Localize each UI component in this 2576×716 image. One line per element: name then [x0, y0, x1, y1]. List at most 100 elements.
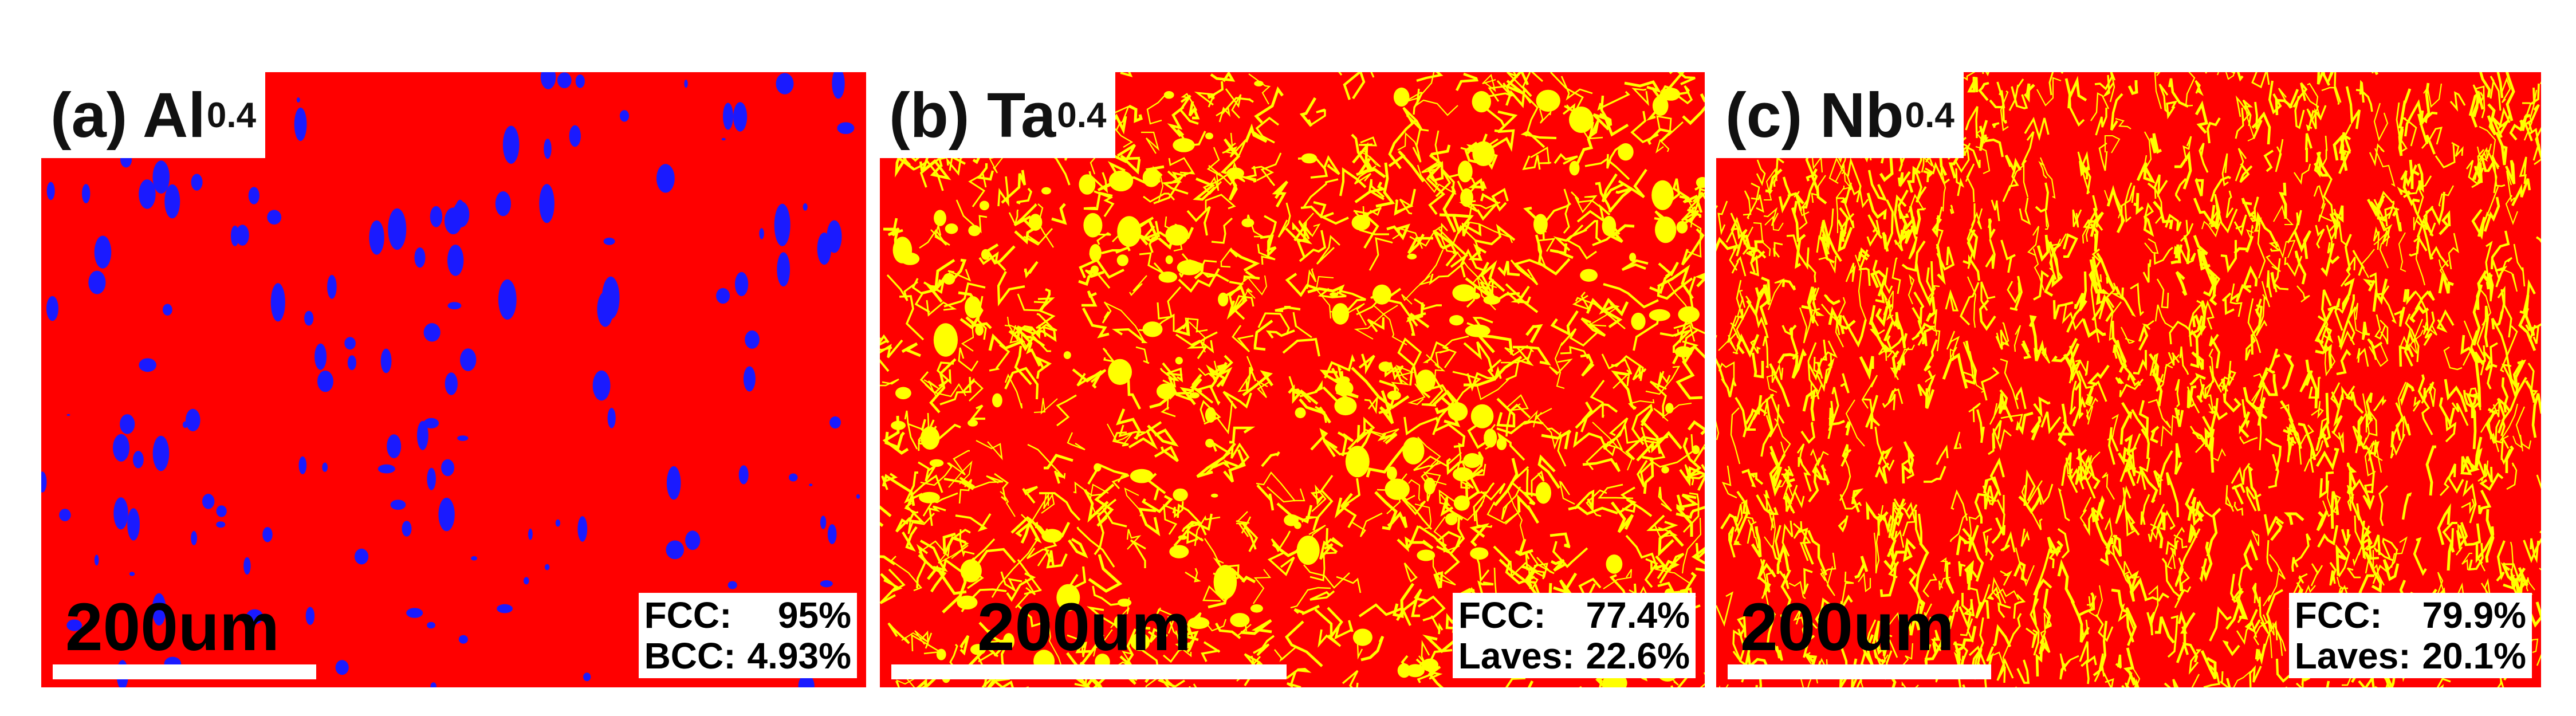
phase-boundary [2477, 458, 2493, 483]
phase-boundary [1433, 571, 1444, 589]
phase-boundary [2382, 559, 2400, 581]
phase-boundary [1312, 489, 1334, 531]
phase-boundary [2209, 333, 2221, 369]
phase-boundary [1936, 243, 1946, 285]
phase-boundary [1413, 451, 1462, 471]
phase-boundary [2231, 72, 2244, 82]
phase-grain [1484, 428, 1497, 448]
phase-boundary [1979, 299, 1996, 331]
phase-grain [163, 304, 172, 316]
phase-boundary [2322, 167, 2334, 221]
phase-grain [1187, 617, 1210, 630]
phase-boundary [2175, 178, 2187, 202]
phase-boundary [1240, 619, 1272, 635]
phase-grain [895, 387, 911, 400]
phase-boundary [2153, 200, 2173, 230]
phase-grain [267, 210, 282, 225]
phase-boundary [1468, 243, 1487, 261]
phase-boundary [2255, 643, 2267, 665]
phase-boundary [1175, 333, 1214, 353]
phase-grain [406, 608, 423, 618]
phase-boundary [2000, 358, 2019, 410]
phase-boundary [2188, 524, 2198, 543]
phase-boundary [1206, 81, 1224, 100]
phase-boundary [2269, 554, 2286, 580]
phase-boundary [1650, 561, 1665, 580]
phase-boundary [1731, 255, 1747, 277]
phase-boundary [1656, 115, 1684, 136]
phase-boundary [2104, 517, 2114, 556]
phase-boundary [2091, 293, 2114, 322]
phase-boundary [2068, 360, 2082, 384]
phase-grain [1041, 187, 1051, 195]
phase-boundary [1968, 402, 1981, 423]
phase-boundary [1309, 590, 1335, 601]
phase-boundary [1980, 367, 2000, 401]
phase-boundary [1781, 279, 1796, 291]
phase-boundary [1497, 261, 1520, 277]
phase-boundary [1976, 128, 1989, 144]
phase-boundary [2156, 278, 2169, 309]
phase-boundary [1311, 484, 1327, 512]
phase-boundary [1601, 353, 1633, 375]
phase-boundary [1494, 110, 1518, 133]
phase-boundary [2125, 607, 2137, 646]
phase-boundary [2008, 613, 2022, 646]
phase-boundary [1861, 375, 1878, 409]
phase-boundary [1429, 261, 1465, 285]
phase-boundary [2534, 158, 2541, 166]
phase-boundary [2487, 103, 2497, 136]
phase-boundary [1414, 503, 1432, 529]
phase-boundary [1485, 279, 1500, 303]
phase-boundary [880, 378, 899, 387]
phase-boundary [1004, 373, 1023, 409]
phase-boundary [1876, 641, 1890, 656]
phase-boundary [1671, 85, 1693, 105]
phase-boundary [1173, 317, 1190, 337]
phase-boundary [1953, 431, 1962, 450]
phase-boundary [2355, 89, 2373, 112]
phase-boundary [2182, 642, 2199, 663]
phase-boundary [1630, 111, 1659, 144]
phase-boundary [1206, 364, 1227, 390]
phase-boundary [2225, 485, 2235, 512]
phase-value: 4.93% [747, 635, 851, 676]
phase-boundary [1076, 526, 1115, 568]
phase-boundary [1747, 519, 1755, 544]
phase-boundary [917, 412, 930, 451]
panel-c: (c) Nb 0.4 200um FCC: 79.9% Laves: 20.1% [1716, 72, 2541, 687]
phase-boundary [1625, 435, 1669, 461]
phase-boundary [1159, 368, 1177, 388]
phase-boundary [1242, 370, 1273, 396]
phase-boundary [1251, 166, 1275, 182]
phase-boundary [1916, 597, 1926, 617]
phase-grain [827, 220, 842, 253]
phase-boundary [913, 160, 944, 191]
phase-grain [1338, 376, 1350, 384]
phase-boundary [2019, 197, 2031, 225]
phase-boundary [1839, 320, 1856, 335]
phase-boundary [1840, 213, 1855, 234]
phase-boundary [1721, 377, 1737, 398]
phase-boundary [1774, 418, 1791, 458]
phase-boundary [2341, 124, 2352, 154]
phase-boundary [2506, 462, 2518, 490]
phase-boundary [2213, 398, 2228, 421]
phase-boundary [1749, 339, 1761, 354]
bcc-phase-a [41, 72, 860, 687]
phase-grain [402, 521, 412, 537]
phase-boundary [1429, 160, 1444, 182]
phase-grain [759, 228, 764, 239]
phase-boundary [2231, 463, 2251, 485]
phase-boundary [2330, 382, 2341, 410]
phase-boundary [1588, 120, 1599, 139]
phase-boundary [1734, 503, 1743, 532]
phase-boundary [1886, 335, 1904, 351]
phase-boundary [1820, 566, 1835, 596]
phase-grain [82, 184, 91, 203]
phase-grain [191, 174, 203, 191]
phase-boundary [1351, 367, 1410, 409]
phase-grain [1472, 91, 1491, 113]
phase-grain [933, 323, 958, 357]
phase-boundary [955, 513, 992, 532]
